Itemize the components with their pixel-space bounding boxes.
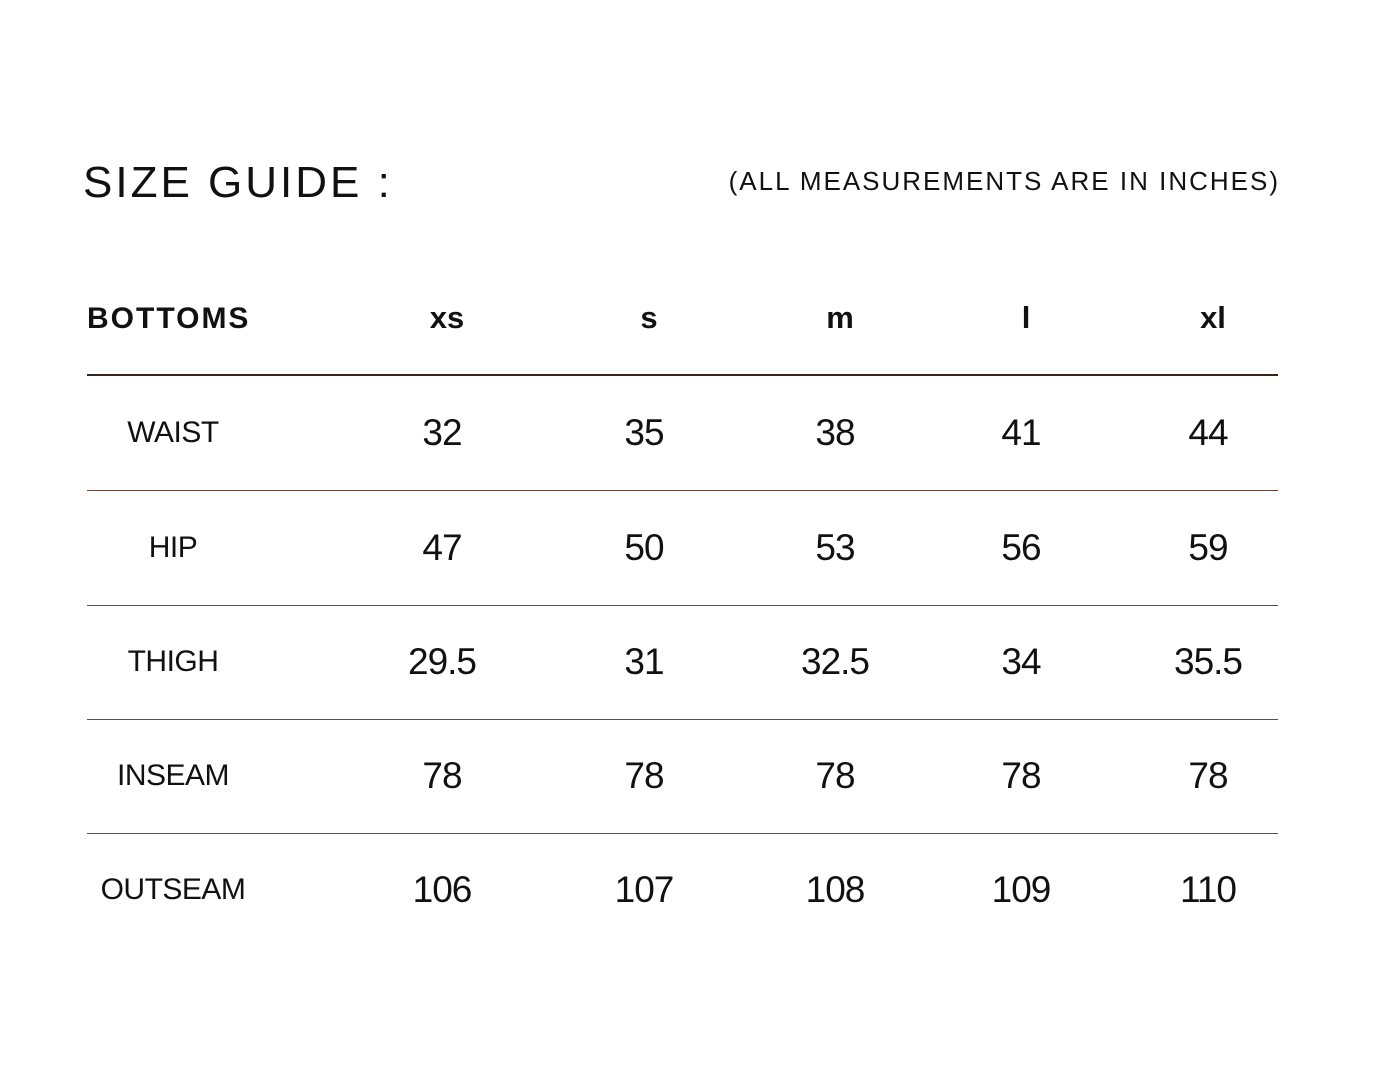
cell-value: 106 <box>412 869 473 910</box>
cell-value: 56 <box>1001 527 1041 568</box>
cell-value: 59 <box>1188 527 1228 568</box>
cell-value: 50 <box>624 527 664 568</box>
cell-value: 78 <box>815 755 855 796</box>
column-header: m <box>826 300 854 335</box>
cell-value: 44 <box>1188 412 1228 453</box>
column-header: s <box>640 300 658 335</box>
cell-value: 29.5 <box>407 641 477 682</box>
row-label: INSEAM <box>116 759 230 792</box>
row-label: WAIST <box>127 416 219 449</box>
row-label: OUTSEAM <box>100 873 246 906</box>
row-label: THIGH <box>127 645 219 678</box>
column-header: l <box>1021 300 1031 335</box>
row-rule <box>87 719 1278 720</box>
cell-value: 109 <box>991 869 1052 910</box>
cell-value: 78 <box>1188 755 1228 796</box>
cell-value: 53 <box>815 527 855 568</box>
cell-value: 110 <box>1180 869 1237 910</box>
cell-value: 32 <box>422 412 462 453</box>
column-header: BOTTOMS <box>87 302 251 335</box>
column-header: xl <box>1200 300 1226 335</box>
cell-value: 47 <box>422 527 462 568</box>
note: (ALL MEASUREMENTS ARE IN INCHES) <box>728 166 1280 196</box>
row-label: HIP <box>148 531 198 564</box>
title: SIZE GUIDE : <box>83 158 393 207</box>
cell-value: 108 <box>805 869 866 910</box>
cell-value: 78 <box>1001 755 1041 796</box>
cell-value: 35 <box>624 412 664 453</box>
cell-value: 34 <box>1001 641 1041 682</box>
cell-value: 32.5 <box>800 641 870 682</box>
row-rule <box>87 490 1278 491</box>
cell-value: 38 <box>815 412 855 453</box>
cell-value: 31 <box>624 641 664 682</box>
row-rule <box>87 833 1278 834</box>
cell-value: 78 <box>624 755 664 796</box>
cell-value: 41 <box>1001 412 1041 453</box>
cell-value: 78 <box>422 755 462 796</box>
header-rule <box>87 374 1278 376</box>
cell-value: 35.5 <box>1173 641 1243 682</box>
cell-value: 107 <box>614 869 675 910</box>
column-header: xs <box>429 300 465 335</box>
row-rule <box>87 605 1278 606</box>
